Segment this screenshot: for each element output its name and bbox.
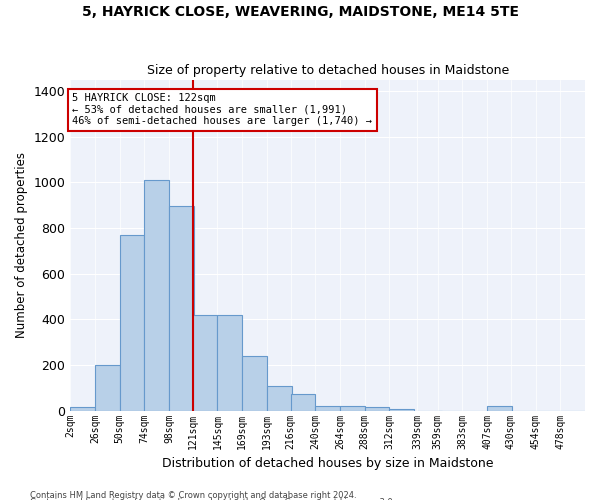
Bar [169,206,194,410]
Bar [70,406,95,410]
Bar [95,365,120,410]
Bar [487,406,512,410]
Bar [193,314,217,410]
Bar [267,386,292,410]
Bar [389,409,414,410]
Text: Contains HM Land Registry data © Crown copyright and database right 2024.: Contains HM Land Registry data © Crown c… [30,490,356,500]
Text: 5, HAYRICK CLOSE, WEAVERING, MAIDSTONE, ME14 5TE: 5, HAYRICK CLOSE, WEAVERING, MAIDSTONE, … [82,5,518,19]
Bar [340,406,365,410]
Text: Contains public sector information licensed under the Open Government Licence v3: Contains public sector information licen… [30,498,395,500]
Bar [120,235,145,410]
Bar [315,406,340,410]
X-axis label: Distribution of detached houses by size in Maidstone: Distribution of detached houses by size … [162,457,493,470]
Bar [242,356,267,410]
Text: 5 HAYRICK CLOSE: 122sqm
← 53% of detached houses are smaller (1,991)
46% of semi: 5 HAYRICK CLOSE: 122sqm ← 53% of detache… [73,94,373,126]
Bar [145,180,169,410]
Bar [217,314,242,410]
Bar [290,394,315,410]
Bar [365,406,389,410]
Y-axis label: Number of detached properties: Number of detached properties [15,152,28,338]
Title: Size of property relative to detached houses in Maidstone: Size of property relative to detached ho… [146,64,509,77]
